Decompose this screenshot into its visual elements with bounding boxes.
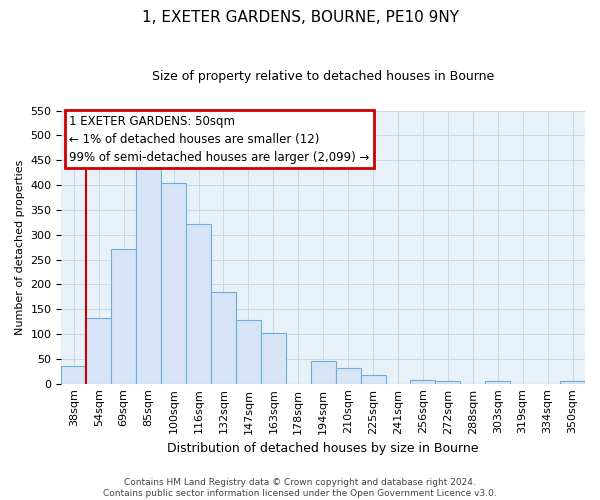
Text: 1 EXETER GARDENS: 50sqm
← 1% of detached houses are smaller (12)
99% of semi-det: 1 EXETER GARDENS: 50sqm ← 1% of detached… [69, 114, 370, 164]
Bar [410, 380, 436, 384]
Bar [86, 318, 111, 384]
Bar [161, 182, 186, 384]
Bar [186, 224, 211, 384]
Y-axis label: Number of detached properties: Number of detached properties [15, 160, 25, 335]
X-axis label: Distribution of detached houses by size in Bourne: Distribution of detached houses by size … [167, 442, 479, 455]
Bar [311, 361, 335, 384]
Bar [236, 320, 261, 384]
Bar [485, 380, 510, 384]
Bar [560, 381, 585, 384]
Bar [335, 368, 361, 384]
Bar [436, 381, 460, 384]
Bar [361, 374, 386, 384]
Text: 1, EXETER GARDENS, BOURNE, PE10 9NY: 1, EXETER GARDENS, BOURNE, PE10 9NY [142, 10, 458, 25]
Bar [261, 332, 286, 384]
Title: Size of property relative to detached houses in Bourne: Size of property relative to detached ho… [152, 70, 494, 83]
Bar [211, 292, 236, 384]
Bar [136, 169, 161, 384]
Bar [61, 366, 86, 384]
Bar [111, 248, 136, 384]
Text: Contains HM Land Registry data © Crown copyright and database right 2024.
Contai: Contains HM Land Registry data © Crown c… [103, 478, 497, 498]
